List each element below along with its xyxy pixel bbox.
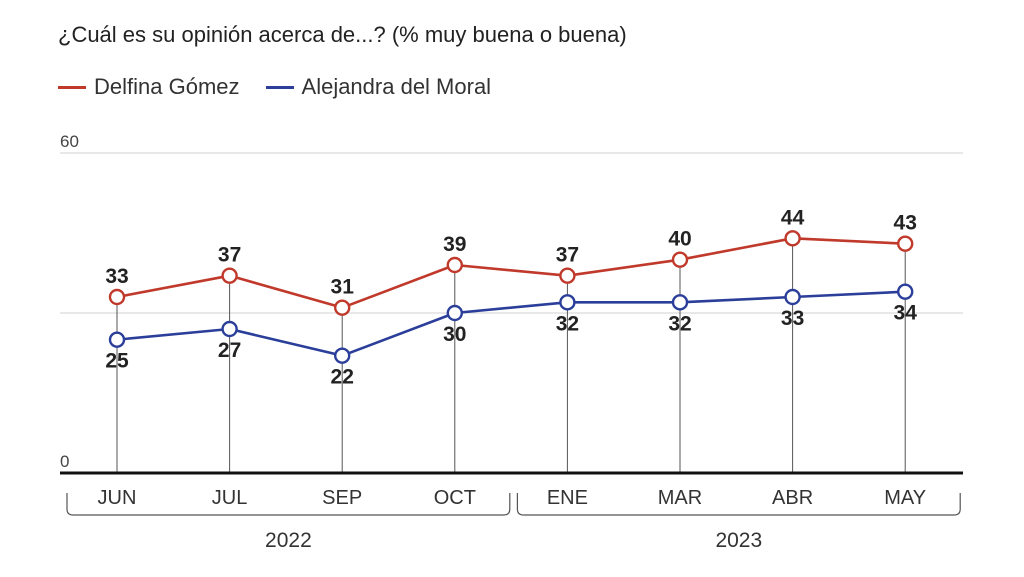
data-label-delfina-gomez-jul: 37 xyxy=(218,244,241,267)
data-point-delfina-gomez-jul xyxy=(221,267,238,284)
x-tick-label-mar: MAR xyxy=(658,487,702,509)
year-label-2023: 2023 xyxy=(715,529,762,552)
x-tick-label-ene: ENE xyxy=(547,487,588,509)
year-bracket-2023 xyxy=(516,493,961,516)
legend-swatch-alejandra-del-moral xyxy=(265,85,294,89)
data-label-delfina-gomez-mar: 40 xyxy=(668,228,691,251)
y-tick-label-zero: 0 xyxy=(60,452,69,471)
data-point-delfina-gomez-may xyxy=(897,235,914,252)
legend-swatch-delfina-gomez xyxy=(58,85,86,89)
x-tick-label-oct: OCT xyxy=(434,487,476,509)
data-label-delfina-gomez-may: 43 xyxy=(894,212,917,235)
legend-item-delfina-gomez: Delfina Gómez xyxy=(58,74,240,100)
x-tick-label-may: MAY xyxy=(884,487,926,509)
data-label-delfina-gomez-ene: 37 xyxy=(556,244,579,267)
series-line-alejandra-del-moral xyxy=(116,290,906,357)
data-point-alejandra-del-moral-may xyxy=(897,283,914,300)
data-point-alejandra-del-moral-sep xyxy=(334,347,351,364)
year-label-2022: 2022 xyxy=(265,529,312,552)
data-label-alejandra-del-moral-sep: 22 xyxy=(331,366,354,389)
data-point-alejandra-del-moral-ene xyxy=(559,294,576,311)
data-point-alejandra-del-moral-oct xyxy=(446,304,463,322)
data-label-alejandra-del-moral-mar: 32 xyxy=(668,312,691,335)
x-tick-label-abr: ABR xyxy=(772,487,813,509)
data-label-alejandra-del-moral-jun: 25 xyxy=(105,350,129,373)
data-point-delfina-gomez-ene xyxy=(559,267,576,284)
legend-label-delfina-gomez: Delfina Gómez xyxy=(94,74,240,99)
legend-label-alejandra-del-moral: Alejandra del Moral xyxy=(301,74,492,99)
data-label-alejandra-del-moral-oct: 30 xyxy=(443,323,466,346)
chart-title: ¿Cuál es su opinión acerca de...? (% muy… xyxy=(58,22,627,47)
x-tick-label-jun: JUN xyxy=(98,487,137,509)
x-tick-label-sep: SEP xyxy=(322,487,362,509)
data-label-alejandra-del-moral-may: 34 xyxy=(894,302,918,325)
year-bracket-2022 xyxy=(66,493,511,516)
data-point-alejandra-del-moral-abr xyxy=(784,288,801,306)
x-tick-label-jul: JUL xyxy=(212,487,248,509)
data-point-delfina-gomez-jun xyxy=(108,288,126,306)
data-point-alejandra-del-moral-mar xyxy=(671,294,689,311)
data-label-alejandra-del-moral-jul: 27 xyxy=(218,339,241,362)
series-line-delfina-gomez xyxy=(116,237,906,309)
data-label-delfina-gomez-jun: 33 xyxy=(105,265,128,288)
data-label-delfina-gomez-oct: 39 xyxy=(443,233,466,256)
data-label-alejandra-del-moral-abr: 33 xyxy=(781,307,804,330)
data-point-delfina-gomez-sep xyxy=(334,299,351,316)
data-point-alejandra-del-moral-jun xyxy=(108,331,126,348)
y-tick-label-top: 60 xyxy=(60,132,79,151)
data-point-alejandra-del-moral-jul xyxy=(221,320,238,338)
data-label-delfina-gomez-abr: 44 xyxy=(781,206,805,229)
data-point-delfina-gomez-abr xyxy=(784,230,801,247)
data-point-delfina-gomez-oct xyxy=(446,256,463,274)
data-label-alejandra-del-moral-ene: 32 xyxy=(556,312,579,335)
data-point-delfina-gomez-mar xyxy=(671,251,689,268)
legend: Delfina Gómez Alejandra del Moral xyxy=(58,74,517,100)
data-label-delfina-gomez-sep: 31 xyxy=(331,276,355,299)
legend-item-alejandra-del-moral: Alejandra del Moral xyxy=(265,74,492,100)
